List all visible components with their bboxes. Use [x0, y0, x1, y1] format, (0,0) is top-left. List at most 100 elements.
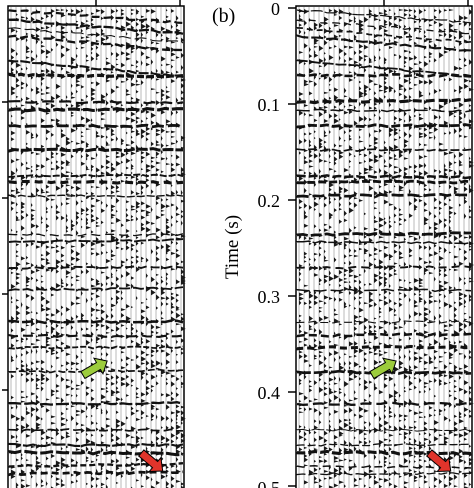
wiggle-peak — [444, 301, 449, 308]
wiggle-peak — [101, 37, 106, 42]
wiggle-peak — [41, 463, 43, 466]
wiggle-peak — [146, 62, 150, 67]
wiggle-peak — [86, 432, 88, 437]
wiggle-peak — [384, 455, 388, 461]
wiggle-peak — [161, 33, 163, 38]
wiggle-peak — [71, 56, 76, 63]
wiggle-peak — [136, 209, 139, 214]
wiggle-peak — [96, 172, 98, 179]
wiggle-peak — [334, 105, 337, 109]
wiggle-peak — [141, 226, 146, 232]
wiggle-peak — [429, 105, 432, 111]
wiggle-peak — [171, 154, 173, 157]
wiggle-peak — [459, 33, 464, 40]
wiggle-peak — [36, 89, 40, 95]
wiggle-peak — [404, 12, 408, 17]
wiggle-peak — [439, 142, 444, 146]
wiggle-peak — [71, 415, 75, 422]
wiggle-peak — [31, 75, 34, 80]
wiggle-peak — [36, 360, 41, 364]
wiggle-peak — [51, 246, 56, 249]
wiggle-peak — [141, 436, 144, 440]
wiggle-peak — [454, 379, 457, 383]
wiggle-peak — [16, 158, 20, 162]
wiggle-peak — [304, 132, 307, 136]
wiggle-peak — [41, 280, 44, 283]
wiggle-peak — [31, 213, 35, 219]
wiggle-peak — [469, 208, 472, 213]
wiggle-peak — [424, 367, 428, 370]
wiggle-peak — [434, 339, 439, 345]
wiggle-peak — [404, 9, 409, 12]
wiggle-peak — [101, 466, 103, 471]
wiggle-peak — [464, 182, 467, 186]
wiggle-peak — [359, 300, 361, 306]
wiggle-peak — [126, 416, 129, 420]
wiggle-peak — [314, 408, 318, 413]
wiggle-peak — [56, 185, 61, 191]
wiggle-peak — [434, 243, 437, 248]
wiggle-peak — [374, 130, 379, 133]
wiggle-peak — [409, 87, 413, 90]
wiggle-peak — [324, 406, 329, 410]
wiggle-peak — [304, 112, 307, 117]
wiggle-peak — [111, 178, 113, 181]
wiggle-peak — [161, 96, 163, 102]
wiggle-peak — [374, 324, 377, 329]
wiggle-peak — [419, 198, 423, 203]
wiggle-peak — [329, 199, 332, 205]
wiggle-peak — [51, 392, 55, 397]
wiggle-peak — [339, 144, 343, 148]
wiggle-peak — [171, 110, 174, 117]
wiggle-peak — [86, 128, 91, 131]
wiggle-peak — [464, 236, 469, 239]
wiggle-peak — [146, 117, 149, 120]
wiggle-peak — [439, 272, 442, 277]
wiggle-peak — [66, 361, 70, 366]
wiggle-peak — [71, 473, 74, 477]
wiggle-peak — [364, 146, 367, 151]
wiggle-peak — [439, 268, 442, 273]
wiggle-peak — [71, 114, 74, 117]
wiggle-peak — [116, 276, 120, 282]
wiggle-peak — [459, 443, 462, 446]
reflection-event — [7, 401, 184, 406]
wiggle-peak — [459, 247, 462, 251]
wiggle-peak — [61, 348, 65, 353]
wiggle-peak — [136, 192, 140, 196]
wiggle-peak — [31, 136, 35, 139]
wiggle-peak — [151, 267, 153, 271]
wiggle-peak — [394, 89, 396, 94]
wiggle-peak — [414, 443, 418, 446]
wiggle-peak — [71, 401, 74, 404]
wiggle-peak — [314, 98, 316, 102]
wiggle-peak — [66, 22, 71, 27]
wiggle-peak — [176, 22, 179, 28]
wiggle-peak — [469, 409, 472, 413]
wiggle-peak — [444, 132, 447, 135]
wiggle-peak — [454, 396, 458, 401]
wiggle-peak — [91, 185, 95, 189]
wiggle-peak — [141, 209, 146, 213]
wiggle-peak — [334, 390, 338, 393]
wiggle-peak — [304, 43, 308, 49]
wiggle-peak — [404, 60, 407, 65]
wiggle-peak — [394, 165, 399, 169]
wiggle-peak — [309, 91, 313, 96]
wiggle-peak — [76, 288, 80, 292]
wiggle-peak — [171, 329, 174, 334]
wiggle-peak — [324, 195, 328, 201]
wiggle-peak — [379, 390, 384, 395]
wiggle-peak — [146, 298, 148, 301]
wiggle-peak — [434, 233, 439, 239]
wiggle-peak — [359, 86, 362, 91]
wiggle-peak — [46, 261, 51, 265]
wiggle-peak — [26, 377, 30, 383]
wiggle-peak — [111, 393, 115, 397]
wiggle-peak — [81, 242, 85, 249]
wiggle-peak — [384, 276, 388, 282]
wiggle-peak — [404, 119, 406, 123]
wiggle-peak — [359, 44, 364, 49]
wiggle-peak — [414, 328, 418, 333]
wiggle-peak — [126, 433, 131, 438]
